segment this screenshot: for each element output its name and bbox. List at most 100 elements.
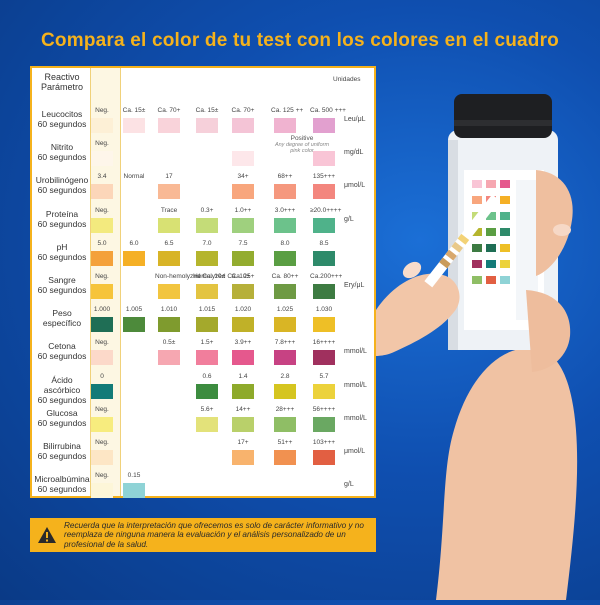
unit-label: g/L <box>344 481 354 489</box>
parameter-label: Glucosa 60 segundos <box>34 408 90 428</box>
color-swatch <box>274 250 296 266</box>
swatch-label: 16++++ <box>312 339 336 347</box>
swatch-label: 68++ <box>277 173 293 181</box>
color-swatch <box>313 317 335 333</box>
parameter-label: Urobilinógeno 60 segundos <box>34 175 90 195</box>
color-swatch <box>274 416 296 432</box>
color-swatch <box>196 350 218 366</box>
parameter-label: Nitrito 60 segundos <box>34 142 90 162</box>
parameter-time: 60 segundos <box>37 394 87 405</box>
color-swatch <box>274 350 296 366</box>
color-swatch <box>158 317 180 333</box>
color-swatch <box>123 118 145 133</box>
color-swatch <box>91 284 113 299</box>
color-swatch <box>274 450 296 465</box>
color-swatch <box>313 184 335 200</box>
swatch-label: ≥20.0++++ <box>310 206 342 214</box>
color-swatch <box>274 184 296 200</box>
swatch-label: 56++++ <box>312 405 336 413</box>
color-swatch <box>274 217 296 233</box>
parameter-time: 60 segundos <box>37 285 87 295</box>
swatch-label: Normal <box>123 173 145 181</box>
color-swatch <box>232 250 254 266</box>
swatch-label: Trace <box>160 206 178 214</box>
parameter-name: Bilirrubina <box>43 441 81 451</box>
color-swatch <box>313 450 335 465</box>
swatch-label: Neg. <box>95 405 109 413</box>
swatch-label: Ca. 70+ <box>231 107 255 114</box>
unit-label: mmol/L <box>344 414 367 422</box>
color-swatch <box>232 383 254 399</box>
color-swatch <box>274 383 296 399</box>
swatch-label: 17+ <box>237 439 249 446</box>
color-swatch <box>232 350 254 366</box>
color-swatch <box>274 118 296 133</box>
swatch-label: 1.015 <box>198 306 216 314</box>
color-swatch <box>123 250 145 266</box>
color-swatch <box>313 350 335 366</box>
swatch-label: 135+++ <box>312 173 336 181</box>
unit-label: g/L <box>344 215 354 223</box>
parameter-label: Cetona 60 segundos <box>34 341 90 361</box>
swatch-label: 6.0 <box>129 239 139 247</box>
color-swatch <box>91 450 113 465</box>
color-swatch <box>232 317 254 333</box>
color-swatch <box>91 350 113 366</box>
color-swatch <box>158 184 180 200</box>
header-reactivo: Reactivo <box>44 72 80 82</box>
swatch-label: Neg. <box>95 439 109 446</box>
color-swatch <box>91 483 113 499</box>
parameter-time: 60 segundos <box>37 351 87 362</box>
color-swatch <box>196 383 218 399</box>
parameter-name: Proteína <box>45 208 79 219</box>
swatch-label: 2.8 <box>280 372 290 380</box>
color-swatch <box>274 317 296 333</box>
parameter-name: Microalbúmina <box>34 474 90 485</box>
color-swatch <box>313 416 335 432</box>
parameter-name: Leucocitos <box>41 109 83 119</box>
swatch-label: 8.5 <box>319 239 329 247</box>
header-parametro: Parámetro <box>40 82 84 92</box>
swatch-label: Ca.200+++ <box>310 273 343 280</box>
color-swatch <box>91 118 113 133</box>
units-header: Unidades <box>333 76 361 83</box>
swatch-label: 51++ <box>277 439 293 446</box>
swatch-label: Neg. <box>95 472 109 480</box>
color-swatch <box>91 416 113 432</box>
swatch-label: Neg. <box>95 206 109 214</box>
color-swatch <box>232 450 254 465</box>
unit-label: mmol/L <box>344 348 367 356</box>
parameter-name: Cetona <box>48 341 76 352</box>
swatch-label: 1.0++ <box>234 206 252 214</box>
unit-label: μmol/L <box>344 182 366 190</box>
color-swatch <box>232 284 254 299</box>
parameter-time: 60 segundos <box>37 218 87 229</box>
swatch-label: 5.0 <box>97 239 107 247</box>
parameter-name: Urobilinógeno <box>35 175 89 186</box>
swatch-label: Ca. 80++ <box>271 273 299 280</box>
color-swatch <box>123 483 145 499</box>
parameter-name: Ácido ascórbico <box>43 374 81 395</box>
color-swatch <box>91 217 113 233</box>
warning-icon <box>36 524 58 546</box>
parameter-label: Peso específico <box>34 308 90 328</box>
swatch-label: Ca. 15± <box>122 107 146 114</box>
color-swatch <box>313 118 335 133</box>
parameter-name: Glucosa <box>46 407 78 418</box>
color-swatch <box>91 383 113 399</box>
color-swatch <box>232 184 254 200</box>
parameter-time: 60 segundos <box>37 417 87 428</box>
color-swatch <box>91 184 113 200</box>
parameter-label: Ácido ascórbico 60 segundos <box>34 375 90 405</box>
unit-label: mmol/L <box>344 381 367 389</box>
parameter-label: Sangre 60 segundos <box>34 275 90 295</box>
chart-header: Reactivo Parámetro <box>34 72 90 92</box>
swatch-label: 0 <box>100 372 104 380</box>
color-swatch <box>91 250 113 266</box>
swatch-label: 8.0 <box>280 239 290 247</box>
parameter-time: 60 segundos <box>37 484 87 495</box>
color-swatch <box>313 151 335 167</box>
color-swatch <box>274 284 296 299</box>
parameter-time: 60 segundos <box>37 152 87 163</box>
swatch-label: Ca. 125 ++ <box>271 107 304 114</box>
